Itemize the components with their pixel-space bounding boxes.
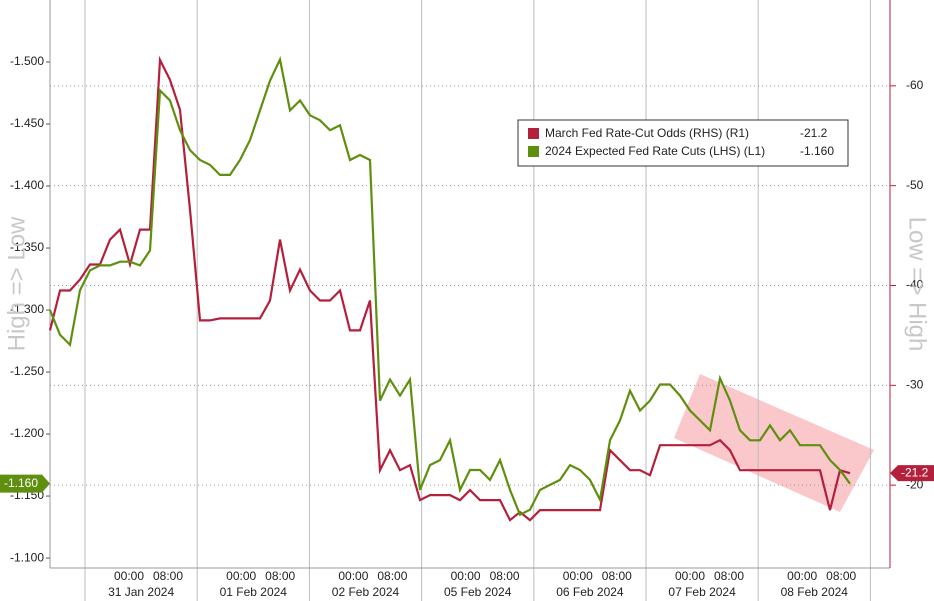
y2-tick-label: -60: [906, 78, 924, 92]
y-tick-label: -1.200: [10, 426, 44, 440]
x-tick-label: 01 Feb 2024: [220, 585, 288, 599]
x-tick-label: 31 Jan 2024: [108, 585, 174, 599]
y2-tick-label: -50: [906, 178, 924, 192]
series-line: [48, 55, 851, 522]
x-tick-label: 00:00: [226, 569, 256, 583]
last-value-tag: [0, 474, 50, 493]
x-tick-label: 06 Feb 2024: [556, 585, 624, 599]
last-value-tag: [890, 465, 934, 482]
legend-label: March Fed Rate-Cut Odds (RHS) (R1): [545, 126, 749, 140]
y-tick-label: -1.100: [10, 550, 44, 564]
y-tick-label: -1.400: [10, 178, 44, 192]
series-line: [48, 56, 851, 517]
y-axis-label: High => Low: [3, 216, 30, 351]
x-tick-label: 00:00: [451, 569, 481, 583]
x-tick-label: 00:00: [675, 569, 705, 583]
x-tick-label: 00:00: [114, 569, 144, 583]
legend-swatch: [528, 146, 539, 157]
x-tick-label: 08:00: [153, 569, 183, 583]
x-tick-label: 02 Feb 2024: [332, 585, 400, 599]
y-tick-label: -1.300: [10, 302, 44, 316]
y2-tick-label: -40: [906, 278, 924, 292]
x-tick-label: 08:00: [377, 569, 407, 583]
legend-swatch: [528, 128, 539, 139]
x-tick-label: 08:00: [826, 569, 856, 583]
y2-tick-label: -30: [906, 377, 924, 391]
x-tick-label: 00:00: [787, 569, 817, 583]
last-value-label: -21.2: [901, 465, 929, 479]
x-tick-label: 08:00: [490, 569, 520, 583]
x-tick-label: 08:00: [714, 569, 744, 583]
legend-value: -1.160: [800, 144, 834, 158]
x-tick-label: 08 Feb 2024: [781, 585, 849, 599]
legend-value: -21.2: [800, 126, 828, 140]
y-tick-label: -1.250: [10, 364, 44, 378]
x-tick-label: 00:00: [338, 569, 368, 583]
x-tick-label: 00:00: [563, 569, 593, 583]
x-tick-label: 08:00: [265, 569, 295, 583]
y-tick-label: -1.450: [10, 116, 44, 130]
x-tick-label: 08:00: [602, 569, 632, 583]
x-tick-label: 07 Feb 2024: [668, 585, 736, 599]
y2-axis-label: Low => High: [904, 217, 931, 352]
last-value-label: -1.160: [4, 476, 38, 490]
highlight-box: [674, 374, 874, 512]
y-tick-label: -1.350: [10, 240, 44, 254]
y-tick-label: -1.500: [10, 54, 44, 68]
legend: [517, 119, 849, 167]
x-tick-label: 05 Feb 2024: [444, 585, 512, 599]
legend-label: 2024 Expected Fed Rate Cuts (LHS) (L1): [545, 144, 765, 158]
